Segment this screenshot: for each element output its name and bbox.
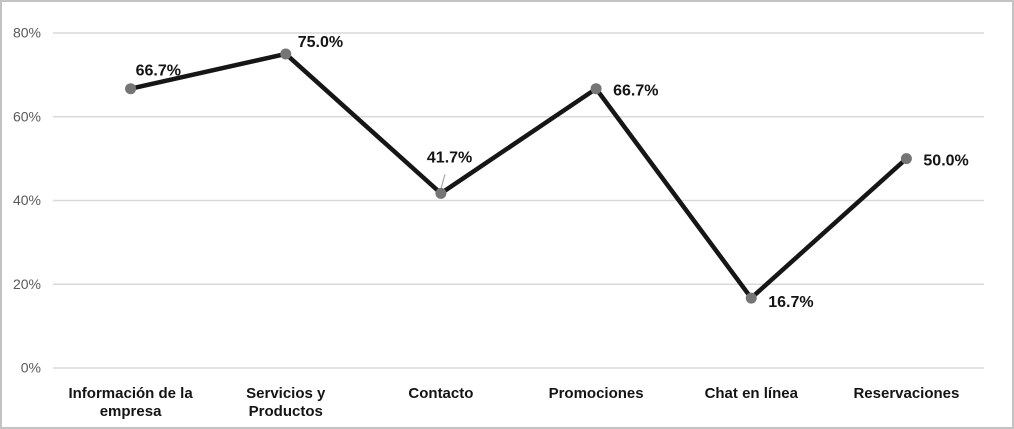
data-point-marker: [900, 153, 912, 165]
y-axis-tick-label: 20%: [13, 276, 41, 292]
y-axis-tick-label: 0%: [21, 360, 41, 376]
y-axis-tick-label: 40%: [13, 192, 41, 208]
data-point-label: 41.7%: [427, 149, 472, 166]
x-axis-category-label: Información de la: [68, 385, 193, 402]
x-axis-category-label: empresa: [100, 403, 162, 420]
y-axis-tick-label: 60%: [13, 108, 41, 124]
data-point-marker: [745, 292, 757, 304]
x-axis-category-label: Promociones: [549, 385, 644, 402]
data-point-marker: [125, 83, 137, 95]
x-axis-category-label: Chat en línea: [705, 385, 799, 402]
x-axis-category-label: Servicios y: [246, 385, 326, 402]
data-point-label: 16.7%: [768, 294, 813, 311]
x-axis-category-label: Productos: [249, 403, 323, 420]
y-axis-tick-label: 80%: [13, 25, 41, 41]
series-line: [128, 51, 909, 301]
data-point-label: 75.0%: [298, 34, 343, 51]
data-point-label: 66.7%: [136, 63, 181, 80]
data-point-label: 66.7%: [613, 83, 658, 100]
x-axis-category-label: Contacto: [408, 385, 473, 402]
data-point-label: 50.0%: [923, 153, 968, 170]
data-point-marker: [280, 48, 292, 60]
data-point-marker: [590, 83, 602, 95]
data-point-marker: [435, 187, 447, 199]
x-axis-category-label: Reservaciones: [853, 385, 959, 402]
